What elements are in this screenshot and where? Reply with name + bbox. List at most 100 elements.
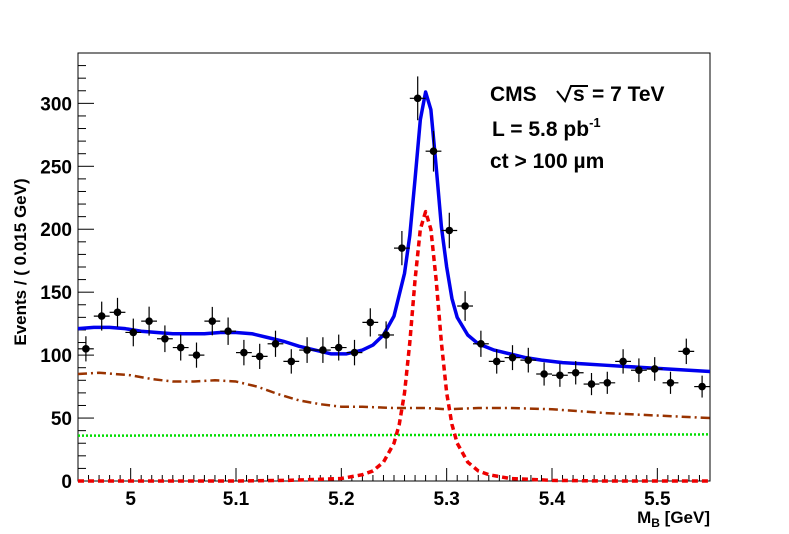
y-tick-label: 300 [40, 94, 72, 115]
data-point-marker [477, 339, 485, 348]
data-point-marker [508, 353, 517, 362]
data-point [678, 338, 695, 365]
data-point [125, 318, 142, 347]
data-point [599, 371, 616, 394]
data-point [78, 336, 94, 362]
ct-cut-unit: µm [573, 150, 604, 173]
data-point-marker [82, 345, 90, 353]
data-point [662, 371, 679, 394]
data-point-marker [271, 339, 280, 348]
luminosity-label: L = 5.8 pb-1 [492, 115, 601, 141]
y-tick-label: 250 [40, 157, 72, 178]
luminosity-main: L = 5.8 pb [492, 118, 589, 141]
y-tick-label: 200 [40, 220, 72, 241]
x-axis-title: MB [GeV] [637, 508, 710, 530]
data-point-marker [192, 351, 201, 359]
data-point-marker [650, 365, 659, 373]
data-point [504, 345, 521, 371]
data-point [346, 339, 363, 366]
y-tick-label: 150 [40, 283, 72, 304]
y-tick-label: 50 [51, 409, 72, 430]
data-point [631, 358, 647, 383]
data-point [283, 349, 300, 374]
ct-cut-label: ct > 100 µm [490, 150, 604, 173]
x-axis-title-rest: [GeV] [660, 508, 710, 527]
data-point [536, 362, 552, 386]
data-point-marker [224, 327, 232, 336]
data-point-marker [587, 380, 596, 388]
data-point [583, 372, 600, 396]
ct-cut-text: ct > 100 [490, 150, 573, 173]
data-point-marker [492, 357, 501, 366]
x-axis-title-main: M [637, 508, 651, 527]
annotation-block: CMS s = 7 TeV L = 5.8 pb-1 ct > 100 µm [490, 83, 665, 173]
fit-curves [77, 90, 711, 483]
data-point [473, 330, 489, 357]
data-point [141, 306, 157, 336]
y-tick-labels: 0 50 100 150 200 250 300 [40, 94, 72, 493]
data-points [78, 76, 710, 398]
x-tick-labels: 5 5.1 5.2 5.3 5.4 5.5 [125, 489, 671, 510]
data-point-marker [698, 382, 706, 391]
curve-flat-background [77, 433, 711, 437]
data-point-marker [635, 366, 643, 375]
data-point-marker [666, 379, 675, 387]
data-point-marker [413, 94, 422, 103]
data-point [552, 363, 568, 387]
data-point [236, 339, 252, 366]
y-tick-label: 100 [40, 346, 72, 367]
data-point [204, 306, 221, 336]
x-tick-label: 5.4 [539, 489, 566, 510]
curve-background-component [77, 371, 711, 420]
data-point-marker [540, 370, 548, 378]
data-point [157, 325, 173, 353]
data-point-marker [303, 346, 311, 354]
data-point [457, 291, 473, 321]
data-point [567, 361, 584, 385]
data-point [488, 349, 505, 374]
x-tick-label: 5.3 [433, 489, 459, 510]
data-point [188, 342, 205, 368]
data-point-marker [145, 317, 153, 325]
data-point [220, 317, 236, 345]
data-point-marker [382, 331, 390, 339]
data-point [172, 334, 189, 361]
data-point-marker [398, 244, 406, 252]
data-point [378, 321, 394, 349]
data-point-marker [287, 357, 296, 366]
data-point-marker [461, 302, 469, 310]
data-point [267, 330, 284, 357]
energy-value: = 7 TeV [592, 83, 665, 106]
data-point-marker [619, 357, 627, 366]
data-point-marker [208, 317, 217, 325]
data-point [330, 334, 347, 361]
data-point [409, 76, 426, 121]
sqrt-symbol-icon [556, 85, 588, 103]
data-point-marker [255, 352, 264, 361]
data-point [362, 308, 379, 337]
data-point-marker [571, 368, 580, 377]
data-point [299, 337, 315, 363]
data-point-marker [240, 348, 248, 357]
x-tick-label: 5.2 [328, 489, 354, 510]
experiment-label: CMS [490, 83, 537, 106]
data-point [694, 375, 710, 398]
data-point [93, 301, 110, 331]
data-point [520, 347, 537, 373]
data-point [425, 130, 442, 172]
data-point [109, 297, 126, 327]
x-tick-label: 5.1 [223, 489, 250, 510]
data-point-marker [176, 343, 185, 352]
data-point-marker [366, 318, 375, 327]
data-point [615, 349, 631, 374]
data-point-marker [113, 308, 122, 317]
data-point [441, 212, 458, 249]
curve-total-fit [77, 90, 711, 374]
data-point-marker [556, 371, 564, 380]
data-point-marker [97, 312, 106, 320]
data-point-marker [429, 147, 438, 155]
data-point-marker [319, 346, 327, 354]
data-point-marker [350, 348, 359, 357]
data-point-marker [603, 379, 612, 387]
